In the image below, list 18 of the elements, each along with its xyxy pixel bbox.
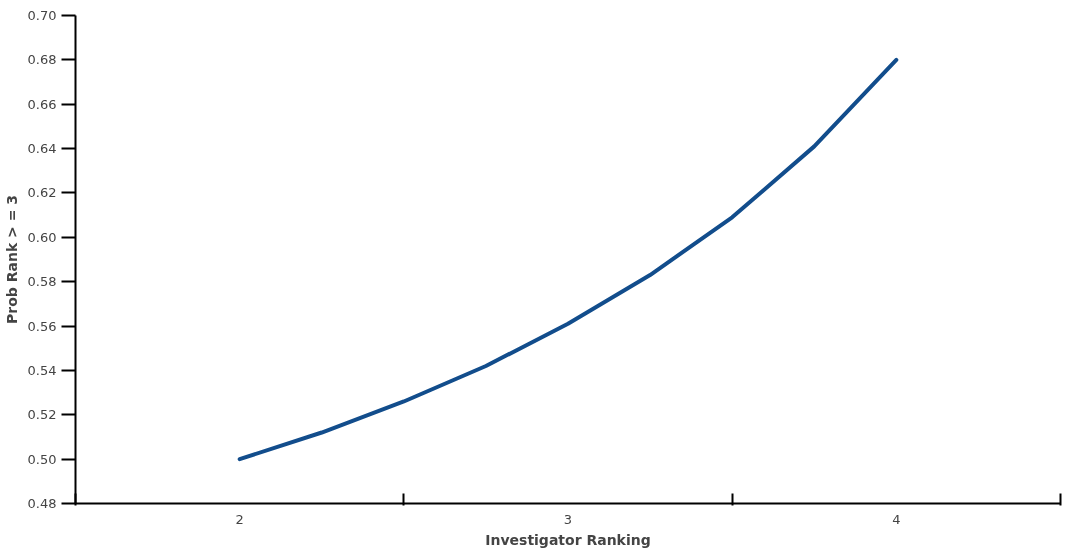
y-tick-label: 0.58 bbox=[27, 274, 57, 290]
y-axis-title: Prob Rank > = 3 bbox=[3, 194, 20, 324]
y-tick-label: 0.68 bbox=[27, 52, 57, 68]
x-tick-label: 3 bbox=[563, 511, 573, 527]
y-tick-label: 0.70 bbox=[27, 8, 57, 23]
x-axis-title: Investigator Ranking bbox=[485, 531, 651, 548]
y-tick-label: 0.52 bbox=[27, 407, 57, 423]
y-tick-label: 0.64 bbox=[27, 141, 57, 157]
x-tick-label: 4 bbox=[892, 511, 901, 527]
y-tick-label: 0.60 bbox=[27, 229, 57, 245]
y-tick-label: 0.54 bbox=[27, 362, 57, 378]
y-tick-label: 0.66 bbox=[27, 96, 57, 112]
y-tick-label: 0.56 bbox=[27, 318, 57, 334]
x-tick-label: 2 bbox=[235, 511, 244, 527]
line-series bbox=[237, 57, 899, 462]
y-tick-label: 0.48 bbox=[27, 496, 57, 511]
y-tick-label: 0.50 bbox=[27, 451, 57, 467]
y-tick-label: 0.62 bbox=[27, 185, 57, 201]
